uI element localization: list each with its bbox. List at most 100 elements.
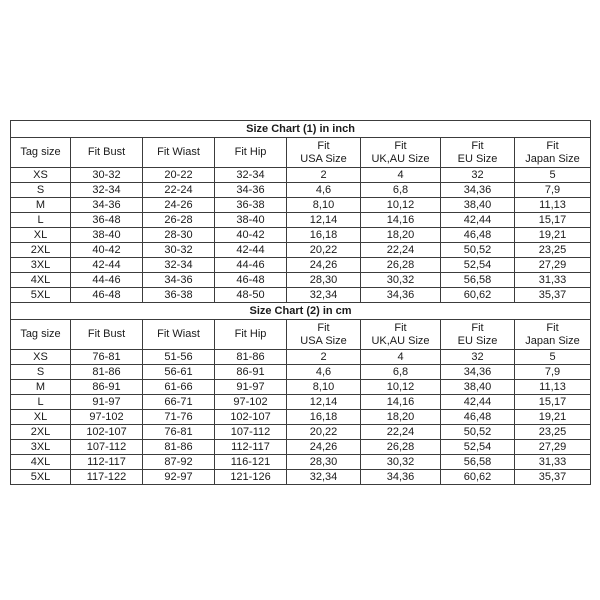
column-header-line: Fit Wiast — [157, 328, 200, 341]
column-header-line: USA Size — [300, 334, 347, 347]
size-value-cell: 46-48 — [70, 287, 143, 303]
tag-size-cell: XS — [10, 167, 71, 183]
tag-size-cell: 3XL — [10, 439, 71, 455]
size-value-cell: 35,37 — [513, 287, 592, 303]
size-value-cell: 12,14 — [286, 394, 361, 410]
column-header-line: Japan Size — [525, 334, 580, 347]
size-value-cell: 76-81 — [70, 349, 143, 365]
table-row: S 32-34 22-24 34-36 4,6 6,8 34,36 7,9 — [10, 182, 592, 198]
column-header-line: Fit — [394, 139, 407, 152]
size-value-cell: 52,54 — [440, 439, 515, 455]
size-chart-body: Size Chart (1) in inch Tag size Fit Bust Fi… — [9, 120, 592, 485]
size-value-cell: 19,21 — [513, 227, 592, 243]
table-title-row: Size Chart (2) in cm — [9, 302, 592, 320]
size-value-cell: 32 — [440, 167, 515, 183]
size-value-cell: 22,24 — [360, 242, 441, 258]
table-row: M 86-91 61-66 91-97 8,10 10,12 38,40 11,13 — [10, 379, 592, 395]
size-value-cell: 91-97 — [214, 379, 287, 395]
table-title: Size Chart (1) in inch — [9, 120, 592, 138]
column-header-line: Fit Hip — [234, 146, 267, 159]
size-value-cell: 8,10 — [286, 379, 361, 395]
size-value-cell: 6,8 — [360, 182, 441, 198]
size-value-cell: 27,29 — [513, 257, 592, 273]
column-header-line: UK,AU Size — [371, 334, 430, 347]
size-value-cell: 22-24 — [142, 182, 215, 198]
size-value-cell: 42,44 — [440, 212, 515, 228]
size-value-cell: 81-86 — [142, 439, 215, 455]
column-header: Fit Bust — [70, 319, 143, 350]
size-value-cell: 34,36 — [360, 469, 441, 485]
column-header: Fit USA Size — [286, 137, 361, 168]
size-value-cell: 27,29 — [513, 439, 592, 455]
tag-size-cell: S — [10, 182, 71, 198]
size-value-cell: 61-66 — [142, 379, 215, 395]
column-header-line: USA Size — [300, 152, 347, 165]
size-value-cell: 86-91 — [70, 379, 143, 395]
column-header: Fit Wiast — [142, 319, 215, 350]
size-value-cell: 12,14 — [286, 212, 361, 228]
size-value-cell: 15,17 — [513, 212, 592, 228]
size-value-cell: 5 — [513, 167, 592, 183]
table-row: 4XL 44-46 34-36 46-48 28,30 30,32 56,58 31,33 — [10, 272, 592, 288]
size-value-cell: 107-112 — [70, 439, 143, 455]
table-row: 2XL 102-107 76-81 107-112 20,22 22,24 50,52 23,… — [10, 424, 592, 440]
size-value-cell: 91-97 — [70, 394, 143, 410]
column-header: Tag size — [10, 319, 71, 350]
size-value-cell: 56-61 — [142, 364, 215, 380]
size-value-cell: 32 — [440, 349, 515, 365]
size-value-cell: 26,28 — [360, 257, 441, 273]
size-value-cell: 2 — [286, 349, 361, 365]
table-row: S 81-86 56-61 86-91 4,6 6,8 34,36 7,9 — [10, 364, 592, 380]
size-value-cell: 14,16 — [360, 212, 441, 228]
column-header-line: Fit Wiast — [157, 146, 200, 159]
size-value-cell: 32-34 — [70, 182, 143, 198]
tag-size-cell: 3XL — [10, 257, 71, 273]
size-value-cell: 116-121 — [214, 454, 287, 470]
size-value-cell: 50,52 — [440, 242, 515, 258]
table-row: 3XL 107-112 81-86 112-117 24,26 26,28 52,54 27,… — [10, 439, 592, 455]
size-value-cell: 14,16 — [360, 394, 441, 410]
size-value-cell: 32,34 — [286, 287, 361, 303]
size-value-cell: 46,48 — [440, 227, 515, 243]
column-header-line: Fit — [317, 139, 330, 152]
column-header-line: EU Size — [457, 152, 498, 165]
size-value-cell: 4,6 — [286, 364, 361, 380]
table-row: XL 38-40 28-30 40-42 16,18 18,20 46,48 19,21 — [10, 227, 592, 243]
size-value-cell: 15,17 — [513, 394, 592, 410]
tag-size-cell: M — [10, 379, 71, 395]
size-value-cell: 20-22 — [142, 167, 215, 183]
size-value-cell: 34,36 — [440, 182, 515, 198]
column-header: Fit EU Size — [440, 319, 515, 350]
size-value-cell: 4 — [360, 349, 441, 365]
size-value-cell: 7,9 — [513, 364, 592, 380]
size-value-cell: 10,12 — [360, 379, 441, 395]
column-header-line: Japan Size — [525, 152, 580, 165]
size-value-cell: 18,20 — [360, 227, 441, 243]
size-value-cell: 66-71 — [142, 394, 215, 410]
size-value-cell: 30-32 — [70, 167, 143, 183]
table-row: XL 97-102 71-76 102-107 16,18 18,20 46,48 19,21 — [10, 409, 592, 425]
size-value-cell: 7,9 — [513, 182, 592, 198]
column-header: Tag size — [10, 137, 71, 168]
table-row: 5XL 46-48 36-38 48-50 32,34 34,36 60,62 35,37 — [10, 287, 592, 303]
size-value-cell: 121-126 — [214, 469, 287, 485]
size-value-cell: 34,36 — [360, 287, 441, 303]
column-header-line: Fit Bust — [87, 146, 126, 159]
table-row: 3XL 42-44 32-34 44-46 24,26 26,28 52,54 27,29 — [10, 257, 592, 273]
size-value-cell: 51-56 — [142, 349, 215, 365]
size-value-cell: 4,6 — [286, 182, 361, 198]
table-title: Size Chart (2) in cm — [9, 302, 592, 320]
tag-size-cell: 5XL — [10, 287, 71, 303]
size-value-cell: 26-28 — [142, 212, 215, 228]
size-value-cell: 23,25 — [513, 242, 592, 258]
column-header-line: Fit Hip — [234, 328, 267, 341]
table-row: 5XL 117-122 92-97 121-126 32,34 34,36 60,62 35,… — [10, 469, 592, 485]
size-value-cell: 35,37 — [513, 469, 592, 485]
size-value-cell: 32-34 — [142, 257, 215, 273]
size-value-cell: 6,8 — [360, 364, 441, 380]
tag-size-cell: 4XL — [10, 272, 71, 288]
size-value-cell: 60,62 — [440, 287, 515, 303]
size-value-cell: 86-91 — [214, 364, 287, 380]
size-value-cell: 40-42 — [214, 227, 287, 243]
size-value-cell: 18,20 — [360, 409, 441, 425]
